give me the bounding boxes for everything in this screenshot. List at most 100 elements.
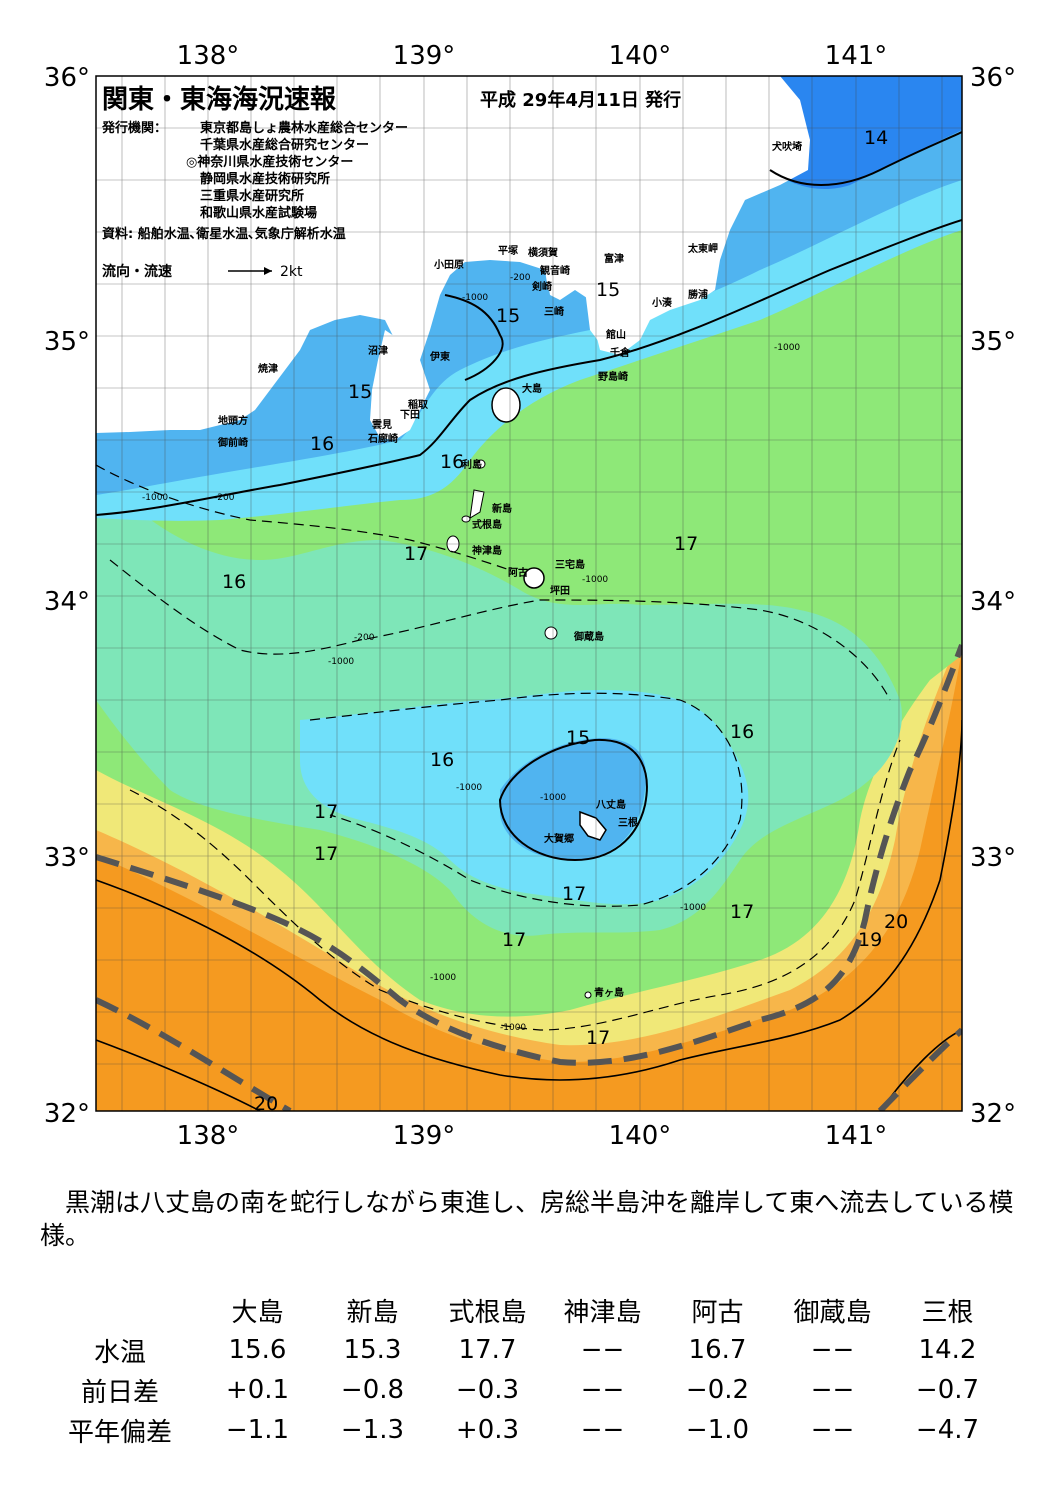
publisher-5: 三重県水産研究所 [200, 188, 304, 204]
isotherm-label-15-e: 16 [310, 433, 334, 455]
isotherm-label-17-f: 17 [502, 929, 526, 951]
depth-label-1000-f: -1000 [456, 783, 482, 793]
sea-temperature-map: 138° 139° 140° 141° 138° 139° 140° 141° … [44, 41, 1016, 1151]
island-toshima [476, 459, 486, 469]
lon-label-141-bottom: 141° [825, 1121, 888, 1151]
lat-label-34-right: 34° [970, 587, 1016, 617]
place-yaizu: 焼津 [258, 362, 278, 375]
place-jitogata: 地頭方 [218, 414, 248, 427]
lat-label-32-right: 32° [970, 1099, 1016, 1129]
isotherm-label-19: 19 [858, 929, 882, 951]
place-hiratsuka: 平塚 [498, 244, 518, 257]
data-source: 資料: 船舶水温､衛星水温､気象庁解析水温 [102, 226, 346, 242]
lon-label-141: 141° [825, 41, 888, 71]
place-names: 犬吠埼 太東岬 勝浦 小湊 富津 観音崎 剣崎 三崎 横須賀 平塚 小田原 館山… [217, 140, 802, 999]
flow-scale-value: 2kt [280, 264, 303, 280]
lon-label-138-bottom: 138° [177, 1121, 240, 1151]
place-kannonzaki: 観音崎 [540, 264, 570, 277]
place-mikurajima: 御蔵島 [573, 630, 604, 643]
table-cell: 16.7 [688, 1335, 747, 1365]
table-cell: 17.7 [458, 1335, 517, 1365]
map-title: 関東・東海海況速報 [102, 85, 337, 115]
issue-date: 平成 29年4月11日 発行 [480, 89, 681, 111]
lat-label-36: 36° [44, 63, 90, 93]
row-label-anomaly: 平年偏差 [67, 1417, 172, 1448]
place-ito: 伊東 [429, 350, 450, 363]
isotherm-label-15-a: 15 [596, 279, 620, 301]
depth-label-1000-d: -1000 [582, 575, 608, 585]
lat-label-32: 32° [44, 1099, 90, 1129]
land-honshu [96, 76, 810, 433]
place-ako: 阿古 [508, 566, 528, 579]
depth-label-1000-g: -1000 [540, 793, 566, 803]
isotherm-label-16-d: 16 [730, 721, 754, 743]
isotherm-label-16-e: 17 [562, 883, 586, 905]
table-cell: −− [810, 1415, 855, 1445]
table-cell: −4.7 [915, 1415, 980, 1445]
flow-legend-label: 流向・流速 [102, 263, 172, 280]
place-katsuura: 勝浦 [688, 288, 708, 301]
isotherm-15-hachijo [498, 738, 648, 862]
depth-labels: -200 -1000 -1000 -200 -1000 -1000 -200 -… [142, 273, 800, 1033]
kuroshio-axis-east [877, 1027, 962, 1111]
row-label-day-diff: 前日差 [80, 1377, 159, 1408]
place-omaezaki: 御前崎 [217, 436, 248, 449]
flow-scale-arrowhead [264, 267, 272, 275]
place-nojimazaki: 野島崎 [598, 370, 628, 383]
depth-label-1000-h: -1000 [680, 903, 706, 913]
place-inatori: 稲取 [408, 398, 429, 411]
place-aogashima: 青ヶ島 [594, 986, 624, 999]
isotherm-labels: 14 15 15 15 15 16 16 16 16 16 17 17 17 1… [222, 127, 908, 1115]
lat-label-34: 34° [44, 587, 90, 617]
table-cell: −− [810, 1375, 855, 1405]
table-cell: −0.8 [340, 1375, 405, 1405]
publisher-4: 静岡県水産技術研究所 [200, 171, 330, 187]
table-row: 平年偏差 −1.1 −1.3 +0.3 −− −1.0 −− −4.7 [40, 1410, 1005, 1450]
table-row: 水温 15.6 15.3 17.7 −− 16.7 −− 14.2 [40, 1330, 1005, 1370]
table-cell: +0.3 [455, 1415, 520, 1445]
isotherm-20-sw [96, 1039, 261, 1111]
lat-lon-grid [96, 76, 962, 1111]
isotherm-label-20-a: 20 [884, 911, 908, 933]
land-izu [370, 330, 430, 440]
lat-label-33-right: 33° [970, 843, 1016, 873]
isotherm-dashed-lines [96, 464, 901, 1031]
col-niijima: 新島 [346, 1297, 399, 1328]
lat-label-33: 33° [44, 843, 90, 873]
depth-label-1000-c: -1000 [142, 493, 168, 503]
isotherm-17-dashed [109, 559, 891, 701]
kuroshio-axis [96, 643, 962, 1111]
place-tateyama: 館山 [605, 328, 626, 341]
place-odawara: 小田原 [433, 258, 464, 271]
table-row: 前日差 +0.1 −0.8 −0.3 −− −0.2 −− −0.7 [40, 1370, 1005, 1410]
table-cell: −− [810, 1335, 855, 1365]
table-cell: −1.0 [685, 1415, 750, 1445]
isotherm-label-17-b: 17 [674, 533, 698, 555]
table-cell: 14.2 [918, 1335, 977, 1365]
band-14-15-hachijo [500, 738, 647, 861]
isotherm-label-15-d: 15 [566, 727, 590, 749]
depth-label-1000-j: -1000 [500, 1023, 526, 1033]
isotherm-16-dashed [96, 464, 511, 571]
place-shimoda: 下田 [400, 409, 420, 421]
col-mikurajima: 御蔵島 [793, 1297, 872, 1328]
depth-label-1000-a: -1000 [462, 293, 488, 303]
land-miura [545, 230, 566, 300]
table-cell: 15.3 [343, 1335, 402, 1365]
publisher-label: 発行機関： [101, 120, 167, 136]
isotherm-18-dashed [129, 739, 901, 1031]
island-miyakejima [523, 567, 545, 589]
summary-text: 黒潮は八丈島の南を蛇行しながら東進し、房総半島沖を離岸して東へ流去している模様。 [40, 1188, 1014, 1250]
isotherm-label-14: 14 [864, 127, 888, 149]
lat-label-35: 35° [44, 327, 90, 357]
table-cell: −0.3 [455, 1375, 520, 1405]
col-oshima: 大島 [231, 1297, 284, 1328]
publisher-3: ◎神奈川県水産技術センター [186, 154, 353, 170]
latitude-labels-right: 36° 35° 34° 33° 32° [970, 63, 1016, 1129]
table-cell: −1.3 [340, 1415, 405, 1445]
lon-label-140: 140° [609, 41, 672, 71]
isotherm-17-south [96, 719, 962, 1081]
map-header: 関東・東海海況速報 平成 29年4月11日 発行 発行機関： 東京都島しょ農林水… [101, 85, 681, 280]
place-tsubota: 坪田 [550, 584, 570, 597]
depth-label-200-a: -200 [510, 273, 531, 283]
